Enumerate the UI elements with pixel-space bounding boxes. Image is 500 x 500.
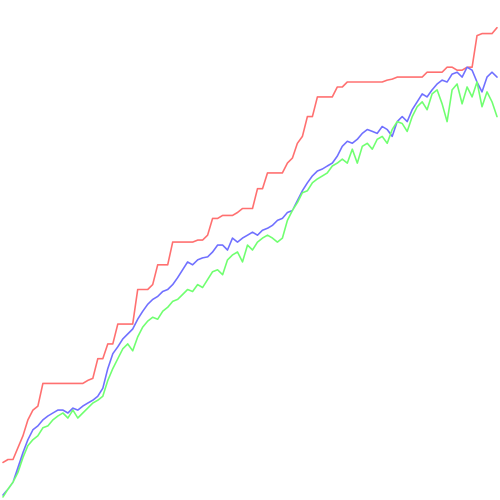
- series-line-1: [2, 26, 498, 464]
- series-layer: [2, 26, 498, 498]
- series-line-3: [2, 81, 498, 498]
- series-line-2: [2, 66, 498, 496]
